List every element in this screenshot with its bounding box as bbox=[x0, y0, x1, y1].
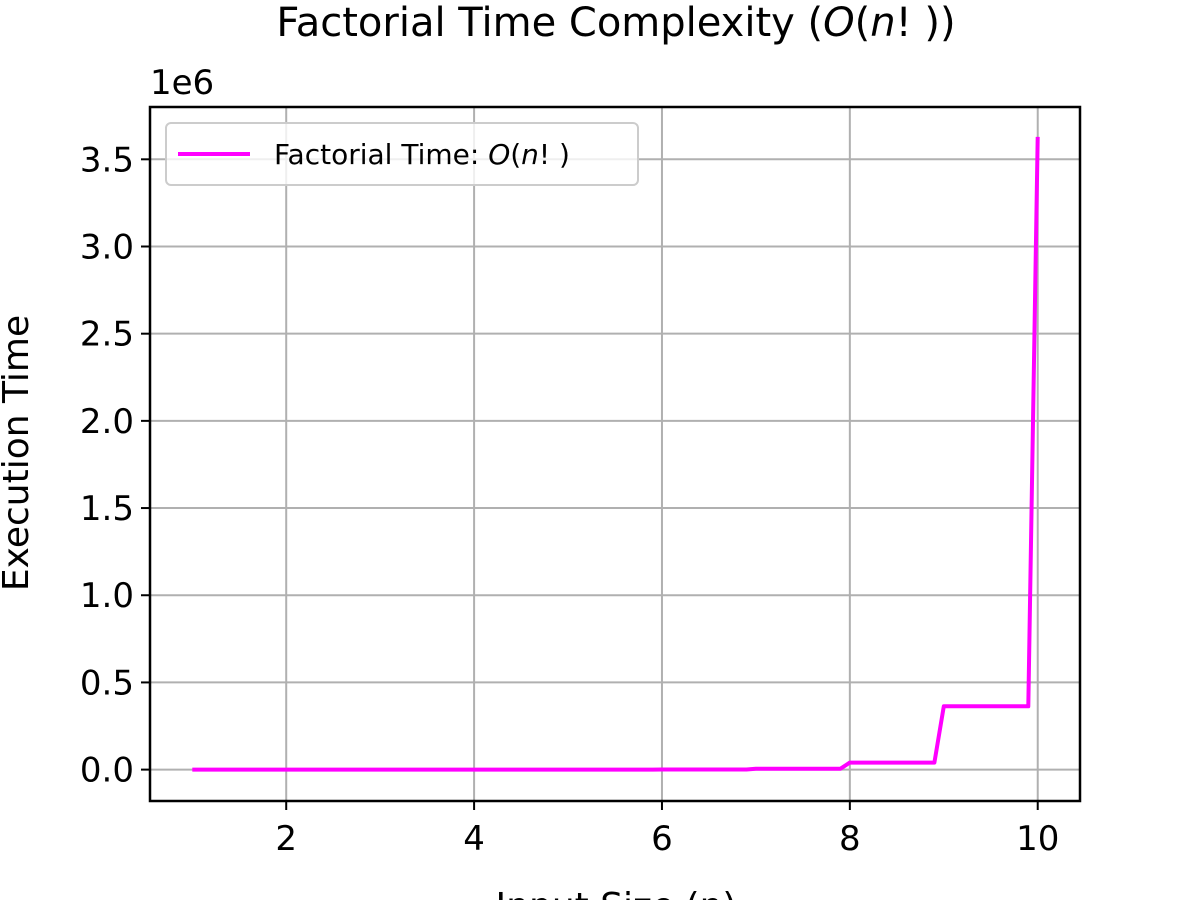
y-axis-label: Execution Time bbox=[0, 315, 37, 591]
chart-title-n: n bbox=[870, 0, 895, 46]
series-layer bbox=[192, 136, 1040, 772]
x-tick-label: 6 bbox=[651, 819, 673, 859]
grid-lines bbox=[150, 107, 1080, 801]
y-offset-label: 1e6 bbox=[150, 63, 214, 103]
y-tick-label: 2.0 bbox=[80, 402, 134, 442]
chart-title-open: ( bbox=[855, 0, 871, 46]
legend-entry-text: Factorial Time: bbox=[274, 138, 488, 171]
x-tick-label: 4 bbox=[463, 819, 485, 859]
series-line-factorial bbox=[192, 136, 1040, 772]
chart-title: Factorial Time Complexity (O(n! )) bbox=[276, 0, 955, 46]
y-tick-label: 0.0 bbox=[80, 751, 134, 791]
x-tick-label: 2 bbox=[275, 819, 297, 859]
legend-entry-open: ( bbox=[510, 138, 521, 171]
legend-entry-label: Factorial Time: O(n! ) bbox=[274, 138, 570, 171]
y-tick-label: 2.5 bbox=[80, 315, 134, 355]
chart-title-close: ! )) bbox=[896, 0, 956, 46]
y-tick-label: 1.5 bbox=[80, 489, 134, 529]
y-tick-label: 1.0 bbox=[80, 576, 134, 616]
y-tick-label: 3.5 bbox=[80, 140, 134, 180]
legend-box bbox=[165, 122, 639, 186]
plot-frame bbox=[148, 105, 1082, 803]
chart-title-o: O bbox=[823, 0, 854, 46]
legend: Factorial Time: O(n! ) bbox=[165, 122, 639, 186]
x-tick-label: 10 bbox=[1016, 819, 1059, 859]
y-tick-label: 0.5 bbox=[80, 663, 134, 703]
chart-title-text: Factorial Time Complexity ( bbox=[276, 0, 823, 46]
y-tick-label: 3.0 bbox=[80, 227, 134, 267]
axis-ticks: 2 4 6 8 10 0.0 0.5 1.0 1.5 2.0 2.5 3.0 3.5 bbox=[80, 140, 1059, 859]
legend-entry-close: ! ) bbox=[539, 138, 570, 171]
legend-entry-o: O bbox=[488, 138, 510, 171]
legend-entry-n: n bbox=[521, 138, 539, 171]
x-axis-label: Input Size (n) bbox=[496, 886, 737, 900]
x-tick-label: 8 bbox=[839, 819, 861, 859]
